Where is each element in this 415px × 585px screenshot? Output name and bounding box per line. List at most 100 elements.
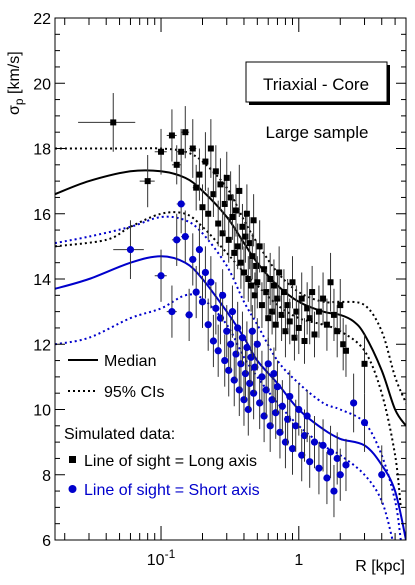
title-box: Triaxial - Core — [245, 61, 390, 105]
data-point — [176, 174, 186, 234]
data-marker — [238, 334, 247, 342]
data-marker — [246, 379, 254, 387]
data-marker — [168, 308, 176, 316]
data-marker — [323, 321, 330, 328]
data-point — [303, 389, 311, 443]
data-marker — [237, 259, 244, 266]
data-marker — [232, 350, 240, 358]
data-marker — [189, 145, 196, 152]
data-point — [219, 269, 227, 322]
data-marker — [237, 360, 245, 368]
data-marker — [303, 412, 311, 420]
data-marker — [217, 181, 224, 188]
long-axis-points — [78, 93, 368, 394]
data-point — [181, 210, 190, 263]
data-point — [248, 259, 255, 312]
data-marker — [239, 223, 246, 230]
data-marker — [268, 396, 276, 404]
data-marker — [232, 207, 239, 214]
data-marker — [315, 464, 323, 472]
data-point — [319, 419, 327, 472]
data-marker — [242, 233, 249, 240]
data-point — [201, 246, 210, 299]
data-point — [304, 282, 311, 335]
data-marker — [270, 370, 278, 378]
data-point — [249, 233, 256, 279]
legend-median-label: Median — [104, 353, 156, 370]
data-marker — [288, 445, 297, 453]
data-point — [207, 119, 214, 178]
data-marker — [178, 148, 185, 155]
data-point — [139, 155, 155, 208]
data-point — [295, 383, 303, 436]
data-marker — [219, 291, 227, 299]
data-point — [361, 334, 368, 394]
data-marker — [270, 282, 277, 289]
data-marker — [249, 253, 256, 260]
data-marker — [330, 311, 337, 318]
data-marker — [276, 428, 284, 436]
data-point — [212, 282, 220, 335]
data-point — [212, 145, 219, 198]
data-point — [291, 314, 298, 361]
data-marker — [244, 405, 252, 414]
data-marker — [265, 315, 272, 322]
data-point — [310, 416, 319, 469]
data-marker — [250, 389, 258, 397]
data-marker — [212, 168, 219, 175]
data-marker — [340, 341, 347, 348]
data-marker — [227, 194, 234, 201]
data-point — [234, 301, 242, 355]
data-point — [166, 109, 177, 162]
data-marker — [248, 327, 256, 335]
data-marker — [225, 366, 233, 374]
data-marker — [234, 243, 241, 250]
data-marker — [333, 454, 341, 463]
data-marker — [245, 276, 252, 282]
data-point — [113, 220, 144, 279]
data-marker — [360, 418, 369, 427]
data-marker — [192, 288, 200, 296]
data-point — [181, 106, 190, 159]
data-point — [295, 301, 302, 355]
data-point — [166, 285, 177, 338]
data-marker — [263, 289, 270, 296]
legend-long-axis-label: Line of sight = Long axis — [84, 453, 257, 470]
data-marker — [337, 302, 344, 309]
data-point — [171, 213, 182, 266]
data-point — [301, 318, 308, 364]
data-point — [280, 269, 287, 315]
data-marker — [207, 145, 214, 152]
data-point — [207, 256, 215, 309]
data-marker — [319, 441, 327, 449]
data-point — [205, 187, 212, 240]
data-marker — [274, 295, 281, 302]
data-marker — [310, 438, 319, 446]
data-point — [240, 246, 247, 299]
data-point — [237, 236, 244, 289]
data-marker — [361, 360, 368, 367]
data-marker — [276, 269, 283, 276]
axis-ticks: 6 8 10 12 14 16 18 20 22 10-1 1 — [33, 11, 407, 569]
data-marker — [272, 409, 280, 417]
data-point — [274, 275, 281, 322]
data-marker — [215, 220, 222, 227]
data-point — [286, 298, 293, 345]
data-marker — [286, 318, 293, 325]
subtitle: Large sample — [265, 123, 368, 142]
data-point — [337, 279, 344, 332]
data-marker — [253, 262, 260, 269]
data-marker — [110, 119, 117, 126]
data-marker — [301, 337, 308, 344]
data-marker — [227, 340, 235, 348]
data-point — [273, 360, 282, 413]
data-point — [221, 334, 229, 387]
data-point — [189, 119, 197, 178]
data-point — [282, 305, 289, 358]
y-tick-label: 14 — [33, 272, 51, 289]
y-axis-label-unit: [km/s] — [6, 51, 23, 98]
data-point — [315, 442, 323, 495]
data-point — [196, 148, 203, 201]
data-point — [236, 164, 243, 218]
data-point — [323, 451, 331, 505]
